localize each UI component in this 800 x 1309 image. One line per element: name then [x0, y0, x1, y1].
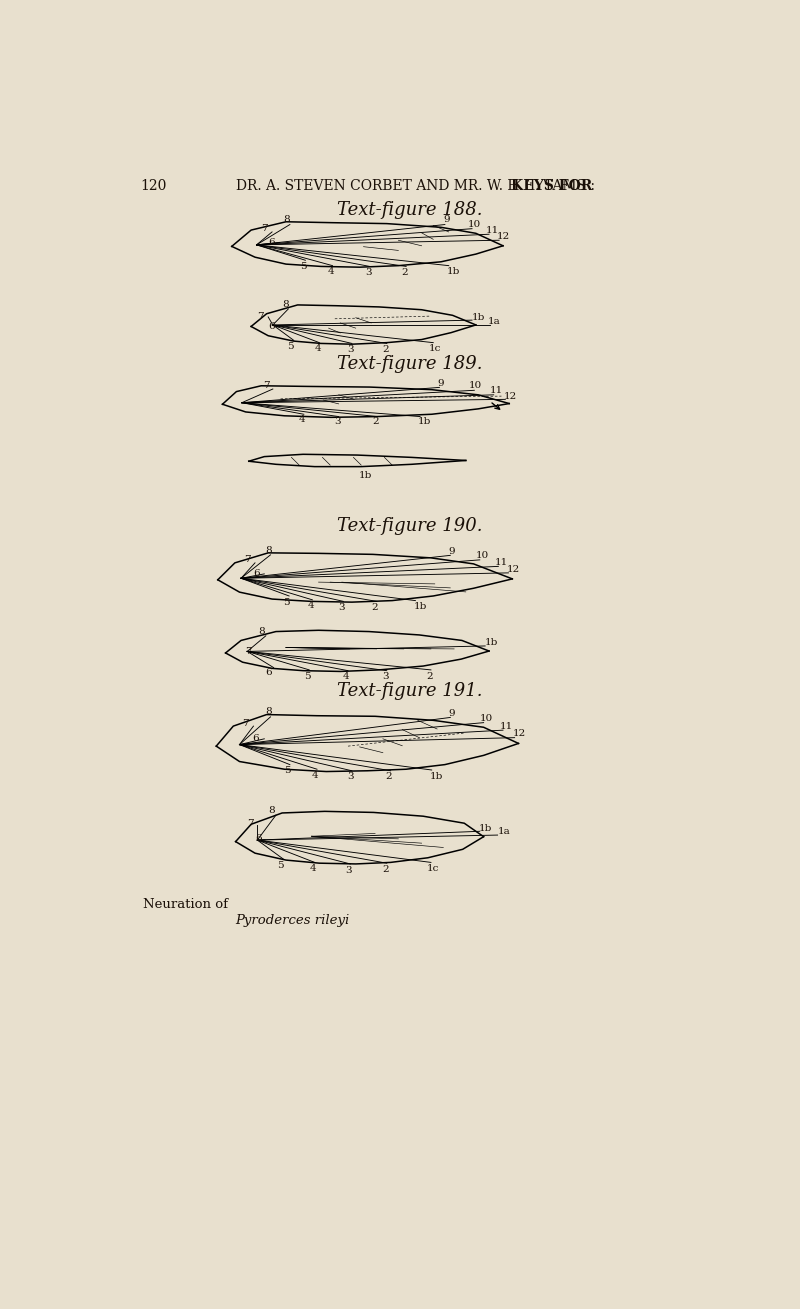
Text: 4: 4: [343, 673, 350, 681]
Text: 1c: 1c: [427, 864, 439, 873]
Text: Text-figure 189.: Text-figure 189.: [338, 355, 482, 373]
Text: 4: 4: [314, 344, 321, 353]
Text: 6: 6: [254, 834, 262, 843]
Text: DR. A. STEVEN CORBET AND MR. W. H. T. TAMS :: DR. A. STEVEN CORBET AND MR. W. H. T. TA…: [236, 178, 599, 192]
Text: 5: 5: [301, 262, 307, 271]
Text: 3: 3: [382, 673, 389, 681]
Text: 8: 8: [258, 627, 266, 636]
Text: 1b: 1b: [471, 313, 485, 322]
Text: 2: 2: [382, 865, 389, 874]
Text: 10: 10: [475, 551, 489, 560]
Text: Text-figure 190.: Text-figure 190.: [338, 517, 482, 535]
Text: 10: 10: [468, 220, 481, 229]
Text: 11: 11: [490, 386, 503, 395]
Text: 2: 2: [386, 772, 392, 781]
Text: 12: 12: [506, 564, 520, 573]
Text: 2: 2: [372, 603, 378, 613]
Text: 3: 3: [347, 772, 354, 781]
Text: 1b: 1b: [479, 823, 493, 833]
Text: 12: 12: [513, 729, 526, 738]
Text: 7: 7: [244, 555, 250, 564]
Text: 7: 7: [247, 819, 254, 827]
Text: 2: 2: [402, 268, 408, 278]
Text: 7: 7: [263, 381, 270, 390]
Text: 4: 4: [299, 415, 306, 424]
Text: 5: 5: [284, 766, 291, 775]
Text: 9: 9: [449, 547, 455, 556]
Text: 7: 7: [242, 719, 249, 728]
Text: 2: 2: [373, 418, 379, 427]
Text: 120: 120: [140, 178, 166, 192]
Text: 1b: 1b: [485, 639, 498, 648]
Text: 11: 11: [495, 558, 508, 567]
Text: 6: 6: [253, 734, 259, 744]
Text: Text-figure 191.: Text-figure 191.: [338, 682, 482, 700]
Text: 4: 4: [307, 602, 314, 610]
Text: 1c: 1c: [429, 344, 441, 353]
Text: KEYS FOR: KEYS FOR: [510, 178, 592, 192]
Text: 5: 5: [286, 342, 293, 351]
Text: 1b: 1b: [446, 267, 460, 276]
Text: 5: 5: [278, 861, 284, 870]
Text: 4: 4: [328, 267, 334, 276]
Text: 5: 5: [304, 672, 310, 681]
Text: 7: 7: [245, 647, 251, 656]
Text: 6: 6: [268, 238, 274, 247]
Text: Text-figure 188.: Text-figure 188.: [338, 202, 482, 219]
Text: 1b: 1b: [414, 602, 426, 611]
Text: 8: 8: [282, 300, 289, 309]
Text: 9: 9: [449, 709, 455, 719]
Text: Neuration of: Neuration of: [142, 898, 232, 911]
Text: 8: 8: [265, 546, 271, 555]
Text: 4: 4: [310, 864, 317, 873]
Text: 4: 4: [312, 771, 318, 780]
Text: 3: 3: [365, 268, 371, 278]
Text: 3: 3: [338, 603, 345, 613]
Text: 10: 10: [470, 381, 482, 390]
Text: 11: 11: [499, 721, 513, 730]
Text: 7: 7: [257, 313, 264, 322]
Text: 1a: 1a: [498, 827, 510, 836]
Text: 5: 5: [283, 598, 290, 606]
Text: 1b: 1b: [418, 418, 431, 427]
Text: 9: 9: [438, 380, 444, 387]
Text: 3: 3: [334, 418, 341, 427]
Text: 1b: 1b: [430, 772, 443, 780]
Text: Pyroderces rileyi: Pyroderces rileyi: [236, 914, 350, 927]
Text: 2: 2: [382, 346, 389, 353]
Text: 1b: 1b: [358, 471, 372, 479]
Text: 12: 12: [503, 391, 517, 401]
Text: 12: 12: [497, 232, 510, 241]
Text: 8: 8: [283, 216, 290, 224]
Text: 1a: 1a: [488, 317, 501, 326]
Text: 6: 6: [268, 322, 274, 331]
Text: 3: 3: [346, 865, 352, 874]
Text: 8: 8: [269, 806, 275, 816]
Text: 10: 10: [479, 713, 493, 723]
Text: 8: 8: [265, 707, 271, 716]
Text: 6: 6: [254, 569, 260, 579]
Text: 6: 6: [265, 668, 271, 677]
Text: 2: 2: [426, 672, 433, 681]
Text: 9: 9: [443, 216, 450, 224]
Text: 11: 11: [486, 226, 498, 234]
Text: 3: 3: [347, 346, 354, 353]
Text: 7: 7: [261, 224, 268, 233]
